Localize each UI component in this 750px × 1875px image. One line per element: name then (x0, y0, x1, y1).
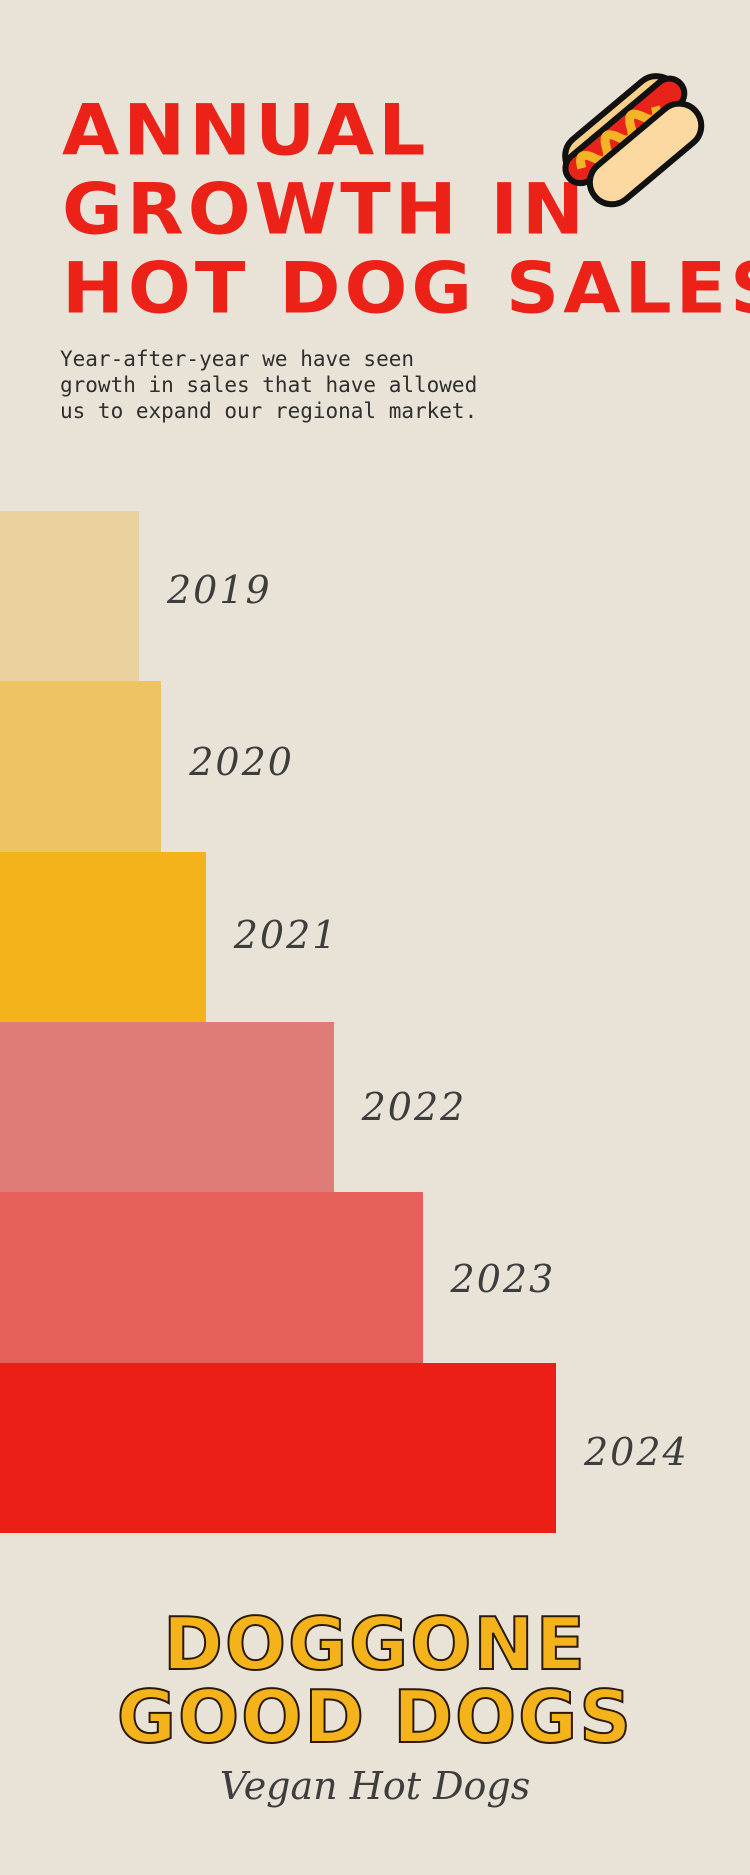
bar-2022 (0, 1021, 334, 1193)
tagline: Vegan Hot Dogs (219, 1764, 531, 1808)
bar-label-2023: 2023 (450, 1257, 556, 1302)
title-line-3: HOT DOG SALES (62, 247, 750, 330)
bar-2019 (0, 511, 139, 682)
bar-label-2019: 2019 (167, 568, 272, 613)
bar-2023 (0, 1192, 423, 1363)
brand-line-2: GOOD DOGS (116, 1675, 634, 1759)
bar-label-2022: 2022 (361, 1085, 467, 1130)
hot-dog-icon (562, 73, 705, 208)
bar-2020 (0, 681, 162, 853)
brand-line-1: DOGGONE (162, 1602, 587, 1686)
bar-2021 (0, 851, 206, 1023)
bar-label-2020: 2020 (189, 740, 294, 785)
page-title: ANNUAL GROWTH IN HOT DOG SALES (62, 92, 750, 329)
bar-2024 (0, 1362, 556, 1534)
title-line-2: GROWTH IN (62, 168, 588, 251)
description: Year-after-year we have seen growth in s… (60, 347, 478, 423)
title-line-1: ANNUAL (62, 90, 430, 172)
bar-label-2021: 2021 (233, 912, 339, 957)
bar-label-2024: 2024 (584, 1429, 689, 1474)
